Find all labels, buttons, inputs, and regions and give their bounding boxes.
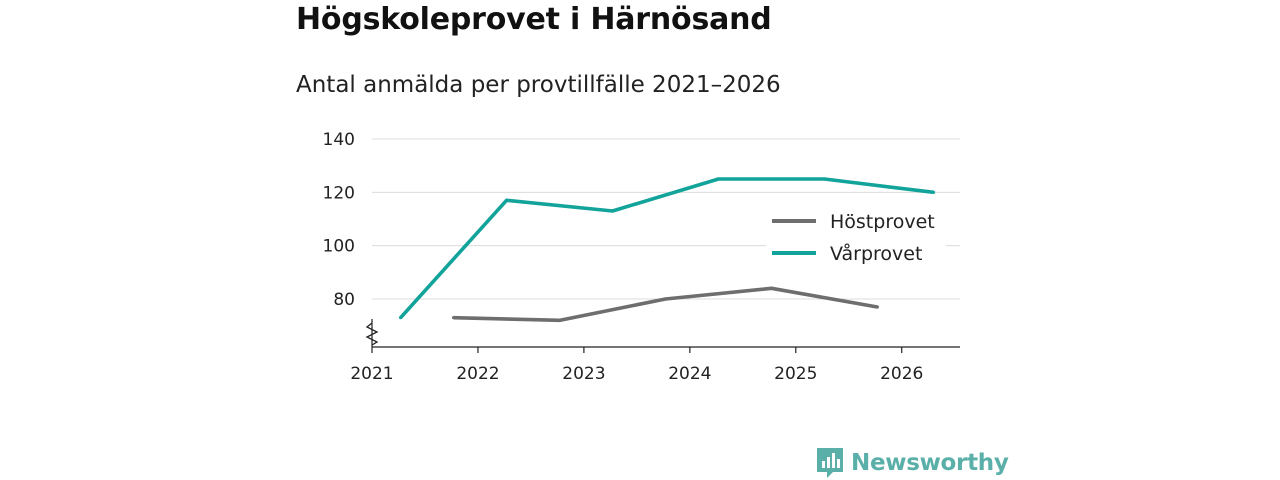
data-point	[451, 316, 456, 320]
data-point	[822, 177, 826, 181]
legend-label: Höstprovet	[830, 211, 935, 233]
data-point	[716, 177, 721, 181]
brand-name: Newsworthy	[851, 450, 1009, 476]
chart-subtitle: Antal anmälda per provtillfälle 2021–202…	[296, 72, 781, 98]
data-point	[610, 209, 615, 213]
data-point	[663, 297, 668, 301]
legend: Höstprovet Vårprovet	[766, 204, 946, 268]
series-line-vårprovet	[399, 177, 934, 319]
series-layer	[399, 177, 936, 323]
x-tick-label: 2026	[880, 364, 923, 384]
y-tick-label: 100	[323, 237, 355, 257]
newsworthy-logo-icon	[817, 448, 843, 478]
legend-label: Vårprovet	[830, 242, 922, 265]
page-title: Högskoleprovet i Härnösand	[296, 2, 772, 37]
x-tick-label: 2025	[774, 364, 817, 384]
y-tick-label: 140	[323, 130, 355, 150]
data-point	[769, 286, 774, 290]
y-tick-label: 80	[333, 290, 355, 310]
data-point	[504, 198, 509, 202]
x-tick-label: 2021	[350, 364, 393, 384]
y-tick-label: 120	[323, 183, 355, 203]
x-tick-label: 2024	[668, 364, 711, 384]
data-point	[399, 316, 403, 320]
series-line-höstprovet	[453, 286, 878, 323]
brand-logo: Newsworthy	[815, 446, 1009, 480]
data-point	[557, 318, 562, 322]
data-point	[931, 190, 936, 194]
legend-box	[766, 204, 946, 268]
axis-break-icon	[365, 322, 379, 346]
data-point	[875, 305, 879, 309]
axis-layer: 80 100 120 140 2021 2022 2023 2024 2025 2026	[323, 130, 960, 384]
x-tick-label: 2022	[456, 364, 499, 384]
x-tick-label: 2023	[562, 364, 605, 384]
